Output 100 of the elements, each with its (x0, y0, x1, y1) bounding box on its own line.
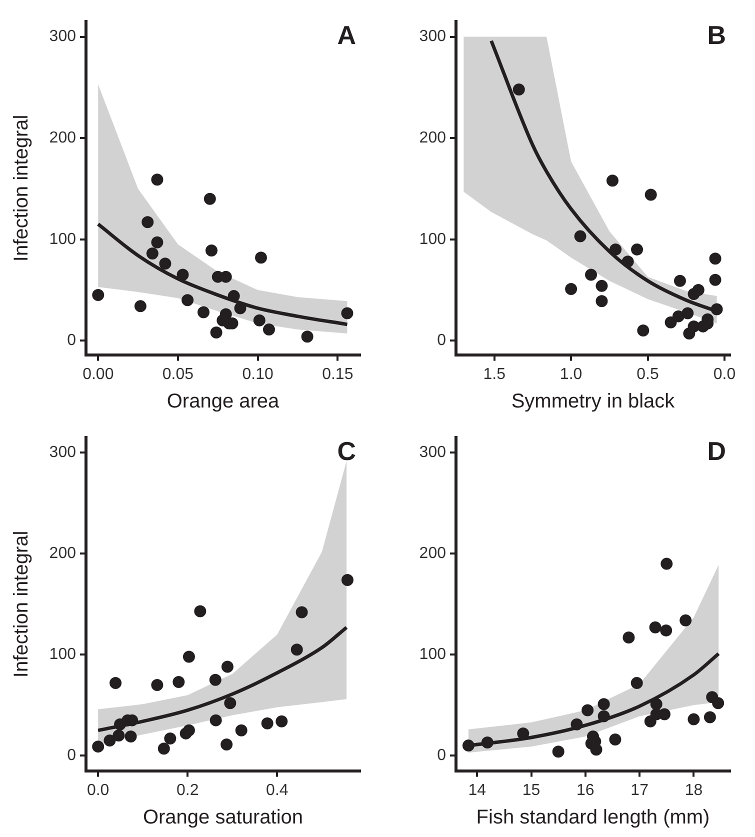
point (253, 314, 266, 326)
point (590, 744, 602, 756)
y-tick-label: 300 (419, 444, 446, 462)
point (341, 307, 354, 320)
point (709, 252, 722, 265)
point (290, 644, 303, 656)
point (151, 678, 164, 691)
x-axis-title: Fish standard length (mm) (476, 806, 710, 829)
y-tick-label: 100 (49, 230, 76, 248)
point (565, 282, 578, 295)
point (609, 734, 622, 746)
x-tick-label: 0.0 (713, 366, 736, 383)
y-tick-label: 300 (419, 28, 446, 46)
y-tick-label: 0 (67, 332, 76, 350)
point (341, 574, 354, 586)
chart-title: D (707, 436, 726, 466)
point (224, 697, 236, 710)
x-tick-label: 0.05 (162, 366, 194, 383)
point (262, 323, 275, 336)
y-tick-label: 200 (419, 545, 446, 562)
point (674, 274, 686, 287)
point (182, 724, 195, 736)
x-tick-label: 1.5 (483, 366, 506, 383)
point (301, 330, 314, 343)
x-tick-label: 0.00 (82, 366, 114, 383)
x-tick-label: 0.15 (322, 366, 354, 383)
point (606, 174, 618, 187)
chart-title: A (337, 20, 356, 50)
y-tick-label: 200 (49, 545, 76, 562)
y-tick-label: 100 (49, 646, 76, 664)
y-tick-label: 300 (49, 28, 76, 46)
point (151, 174, 164, 186)
x-tick-label: 0.0 (86, 782, 110, 799)
point (630, 676, 643, 689)
point (649, 621, 662, 634)
point (596, 295, 608, 308)
x-tick-label: 16 (576, 782, 594, 799)
point (644, 188, 657, 201)
point (209, 674, 222, 686)
point (692, 284, 704, 296)
y-tick-label: 0 (437, 332, 446, 350)
point (682, 307, 694, 320)
x-tick-label: 0.2 (176, 782, 199, 799)
point (664, 316, 677, 328)
chart-title: C (337, 436, 356, 466)
point (512, 83, 525, 96)
point (204, 192, 216, 205)
point (182, 650, 195, 663)
y-tick-label: 100 (419, 646, 446, 664)
point (596, 280, 608, 292)
point (159, 258, 172, 270)
point (261, 717, 274, 730)
line-series (96, 222, 349, 326)
point (158, 742, 170, 755)
x-axis-title: Orange saturation (142, 806, 304, 829)
y-axis-title: Infection integral (10, 114, 33, 262)
y-tick-label: 200 (419, 129, 446, 146)
point (255, 252, 268, 264)
y-tick-label: 0 (67, 747, 76, 764)
point (134, 300, 146, 312)
point (585, 268, 598, 281)
point (688, 713, 700, 726)
point (206, 244, 218, 256)
point (142, 216, 154, 228)
point (124, 730, 137, 742)
y-tick-label: 200 (49, 129, 76, 146)
point (660, 558, 673, 570)
point (220, 738, 233, 751)
point (631, 243, 644, 256)
point (574, 230, 586, 242)
point (704, 711, 716, 724)
point (198, 306, 210, 318)
point (660, 624, 672, 636)
point (672, 310, 684, 322)
point (276, 715, 288, 728)
x-tick-label: 17 (630, 782, 649, 799)
y-tick-label: 100 (419, 230, 446, 248)
x-axis-title: Orange area (166, 390, 280, 413)
point (680, 614, 692, 626)
y-axis-title: Infection integral (10, 530, 33, 678)
y-tick-label: 0 (437, 747, 446, 764)
point (709, 274, 722, 286)
x-tick-label: 0.5 (636, 366, 659, 383)
point (104, 734, 116, 747)
point (552, 746, 564, 758)
x-tick-label: 1.0 (560, 366, 582, 383)
point (92, 740, 104, 753)
point (221, 660, 234, 673)
x-tick-label: 0.4 (266, 782, 288, 799)
point (151, 236, 164, 248)
point (172, 676, 185, 688)
point (598, 698, 610, 710)
chart-title: B (707, 20, 726, 50)
point (622, 632, 635, 644)
point (164, 732, 176, 744)
x-tick-label: 14 (468, 782, 486, 799)
point (712, 697, 724, 710)
x-tick-label: 15 (522, 782, 540, 799)
point (92, 289, 104, 302)
x-tick-label: 18 (684, 782, 703, 799)
